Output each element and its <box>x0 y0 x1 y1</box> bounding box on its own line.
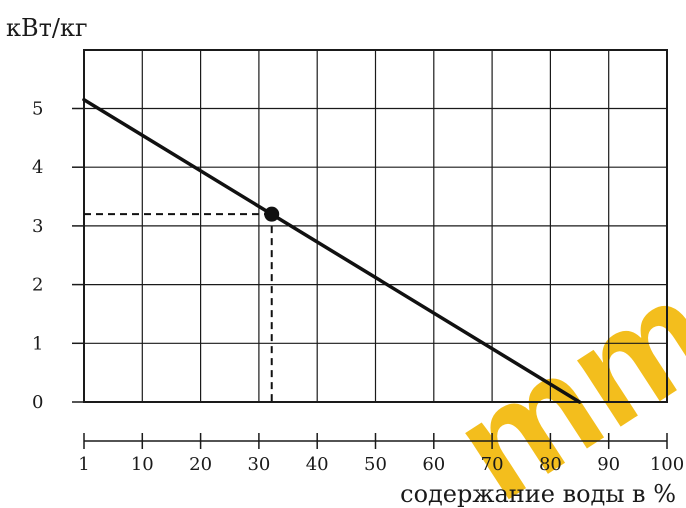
y-tick-label: 4 <box>32 157 43 178</box>
x-axis-label: содержание воды в % <box>400 480 676 508</box>
x-tick-label: 30 <box>247 454 270 475</box>
x-tick-label: 100 <box>650 454 684 475</box>
x-tick-label: 10 <box>131 454 154 475</box>
y-tick-label: 5 <box>32 99 43 120</box>
x-tick-label: 70 <box>481 454 504 475</box>
y-axis-label: кВт/кг <box>6 14 88 42</box>
marker-point <box>264 206 280 222</box>
y-tick-label: 3 <box>32 216 43 237</box>
y-tick-label: 2 <box>32 275 43 296</box>
plot-grid <box>84 50 667 402</box>
x-tick-label: 1 <box>78 454 89 475</box>
x-tick-label: 50 <box>364 454 387 475</box>
x-axis: 1 10 20 30 40 50 60 70 80 90 100 <box>78 433 684 475</box>
x-tick-label: 80 <box>539 454 562 475</box>
x-tick-label: 90 <box>597 454 620 475</box>
x-tick-label: 20 <box>189 454 212 475</box>
series-lines <box>82 97 582 404</box>
annotations <box>84 206 280 402</box>
y-tick-label: 1 <box>32 333 43 354</box>
y-axis-ticks: 0 1 2 3 4 5 <box>32 99 84 413</box>
y-tick-label: 0 <box>32 392 43 413</box>
x-tick-label: 60 <box>422 454 445 475</box>
x-tick-label: 40 <box>306 454 329 475</box>
series-line <box>82 97 582 404</box>
